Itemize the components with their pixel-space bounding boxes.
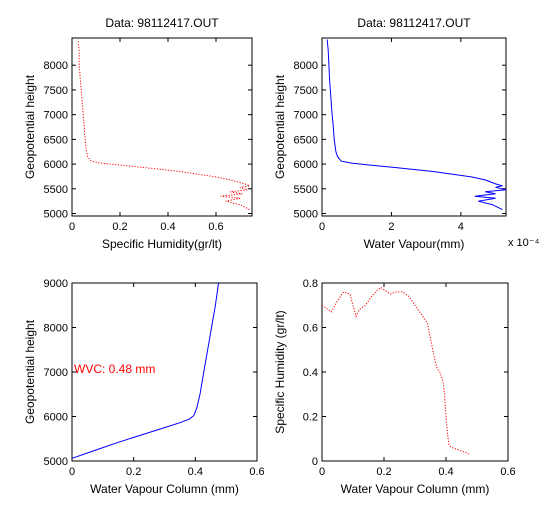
y-tick-label: 7500 bbox=[44, 85, 68, 97]
chart-title: Data: 98112417.OUT bbox=[357, 16, 471, 30]
y-tick-label: 5500 bbox=[294, 184, 318, 196]
y-tick-label: 6500 bbox=[294, 134, 318, 146]
x-axis-label: Water Vapour(mm) bbox=[364, 237, 465, 251]
series-line-1 bbox=[71, 282, 219, 459]
series-line-1 bbox=[321, 286, 470, 455]
y-tick-label: 6000 bbox=[44, 412, 68, 424]
y-tick-label: 5000 bbox=[294, 209, 318, 221]
plot-area bbox=[321, 37, 507, 217]
series-line-1 bbox=[326, 39, 507, 211]
x-tick-label: 0 bbox=[69, 221, 75, 233]
x-tick-label: 0.4 bbox=[188, 466, 203, 478]
chart-panel-2: 0 2 4 5000 5500 6000 6500 7000 7500 8000 x 10⁻⁴ Dat… bbox=[273, 16, 540, 251]
y-tick-label: 6000 bbox=[44, 159, 68, 171]
y-tick-label: 7000 bbox=[294, 110, 318, 122]
plot-area bbox=[321, 282, 509, 462]
y-tick-label: 8000 bbox=[44, 60, 68, 72]
chart-panel-3: 0 0.2 0.4 0.6 5000 6000 7000 8000 9000 Water Vapo… bbox=[23, 278, 265, 496]
chart-panel-4: 0 0.2 0.4 0.6 0 0.2 0.4 0.6 0.8 Water Vapour Colu… bbox=[273, 278, 516, 496]
y-tick-label: 0.6 bbox=[303, 323, 318, 335]
y-axis-label: Geopotential height bbox=[23, 74, 37, 179]
y-tick-label: 5000 bbox=[44, 209, 68, 221]
y-tick-label: 0 bbox=[312, 456, 318, 468]
y-axis-label: Geopotential height bbox=[23, 319, 37, 424]
y-tick-label: 0.4 bbox=[303, 367, 318, 379]
x-axis-label: Water Vapour Column (mm) bbox=[90, 482, 239, 496]
y-tick-label: 6000 bbox=[294, 159, 318, 171]
x-axis-label: Water Vapour Column (mm) bbox=[341, 482, 490, 496]
y-tick-label: 7500 bbox=[294, 85, 318, 97]
plot-area bbox=[71, 37, 253, 217]
x-tick-label: 2 bbox=[388, 221, 394, 233]
x-tick-label: 0 bbox=[69, 466, 75, 478]
series-line-1 bbox=[77, 39, 252, 211]
x-multiplier-label: x 10⁻⁴ bbox=[508, 237, 540, 249]
x-tick-label: 0.4 bbox=[160, 221, 175, 233]
x-tick-label: 0.6 bbox=[208, 221, 223, 233]
y-tick-label: 7000 bbox=[44, 110, 68, 122]
y-axis-label: Specific Humidity (gr/lt) bbox=[273, 310, 287, 433]
x-tick-label: 0.4 bbox=[438, 466, 453, 478]
wvc-annotation: WVC: 0.48 mm bbox=[74, 362, 155, 376]
x-tick-label: 4 bbox=[458, 221, 464, 233]
y-tick-label: 9000 bbox=[44, 278, 68, 290]
y-axis-label: Geopotential height bbox=[273, 74, 287, 179]
y-tick-label: 8000 bbox=[44, 323, 68, 335]
y-tick-label: 6500 bbox=[44, 134, 68, 146]
y-tick-label: 0.2 bbox=[303, 412, 318, 424]
x-tick-label: 0.2 bbox=[126, 466, 141, 478]
y-tick-label: 8000 bbox=[294, 60, 318, 72]
chart-panel-1: 0 0.2 0.4 0.6 5000 5500 6000 6500 7000 7500 8000 Da… bbox=[23, 16, 253, 251]
x-tick-label: 0.6 bbox=[500, 466, 515, 478]
y-tick-label: 0.8 bbox=[303, 278, 318, 290]
y-tick-label: 5000 bbox=[44, 456, 68, 468]
x-tick-label: 0.2 bbox=[112, 221, 127, 233]
chart-title: Data: 98112417.OUT bbox=[105, 16, 219, 30]
x-tick-label: 0.2 bbox=[376, 466, 391, 478]
x-tick-label: 0 bbox=[319, 466, 325, 478]
y-tick-label: 7000 bbox=[44, 367, 68, 379]
x-axis-label: Specific Humidity(gr/lt) bbox=[102, 237, 222, 251]
y-tick-label: 5500 bbox=[44, 184, 68, 196]
x-tick-label: 0 bbox=[319, 221, 325, 233]
x-tick-label: 0.6 bbox=[249, 466, 264, 478]
